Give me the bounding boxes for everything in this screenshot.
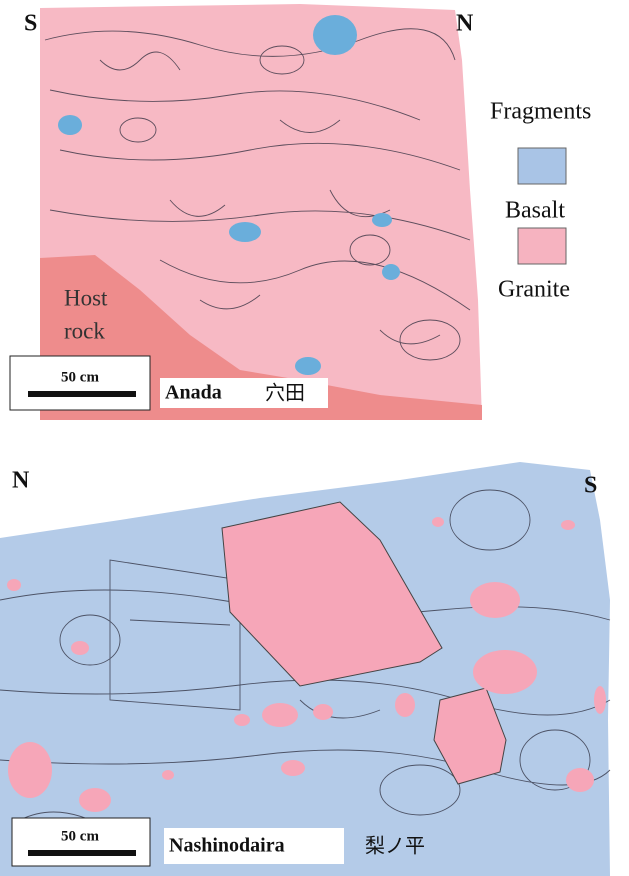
direction-label: S — [584, 473, 597, 499]
scale-bar — [28, 391, 136, 397]
site-name: Anada — [165, 382, 222, 404]
basalt-fragment — [372, 213, 392, 227]
scale-bar — [28, 850, 136, 856]
granite-fragment — [470, 582, 520, 618]
basalt-fragment — [382, 264, 400, 280]
host-rock-label: Host — [64, 285, 108, 310]
scale-label: 50 cm — [61, 369, 99, 385]
basalt-fragment — [229, 222, 261, 242]
figure: S N Host rock 50 cm Anada 穴田 Fragments B… — [0, 0, 629, 876]
granite-fragment — [7, 579, 21, 591]
site-name-jp: 穴田 — [265, 381, 305, 405]
site-name-jp: 梨ノ平 — [365, 834, 425, 858]
granite-fragment — [262, 703, 298, 727]
site-name: Nashinodaira — [169, 835, 285, 857]
direction-label: N — [456, 11, 474, 37]
basalt-fragment — [313, 15, 357, 55]
granite-fragment — [432, 517, 444, 527]
scale-label: 50 cm — [61, 828, 99, 844]
legend-title: Fragments — [490, 99, 591, 125]
granite-fragment — [281, 760, 305, 776]
granite-fragment — [566, 768, 594, 792]
granite-fragment — [79, 788, 111, 812]
granite-fragment — [313, 704, 333, 720]
nashinodaira-sketch — [0, 462, 610, 876]
granite-fragment — [561, 520, 575, 530]
granite-fragment — [594, 686, 606, 714]
granite-fragment — [473, 650, 537, 694]
host-rock-label: rock — [64, 318, 105, 343]
legend-swatch — [518, 228, 566, 264]
granite-fragment — [8, 742, 52, 798]
legend-swatch — [518, 148, 566, 184]
legend-label: Basalt — [505, 198, 565, 224]
direction-label: S — [24, 11, 37, 37]
granite-fragment — [71, 641, 89, 655]
legend-label: Granite — [498, 277, 570, 303]
direction-label: N — [12, 468, 30, 494]
granite-fragment — [395, 693, 415, 717]
basalt-fragment — [58, 115, 82, 135]
basalt-fragment — [295, 357, 321, 375]
granite-fragment — [234, 714, 250, 726]
granite-fragment — [162, 770, 174, 780]
